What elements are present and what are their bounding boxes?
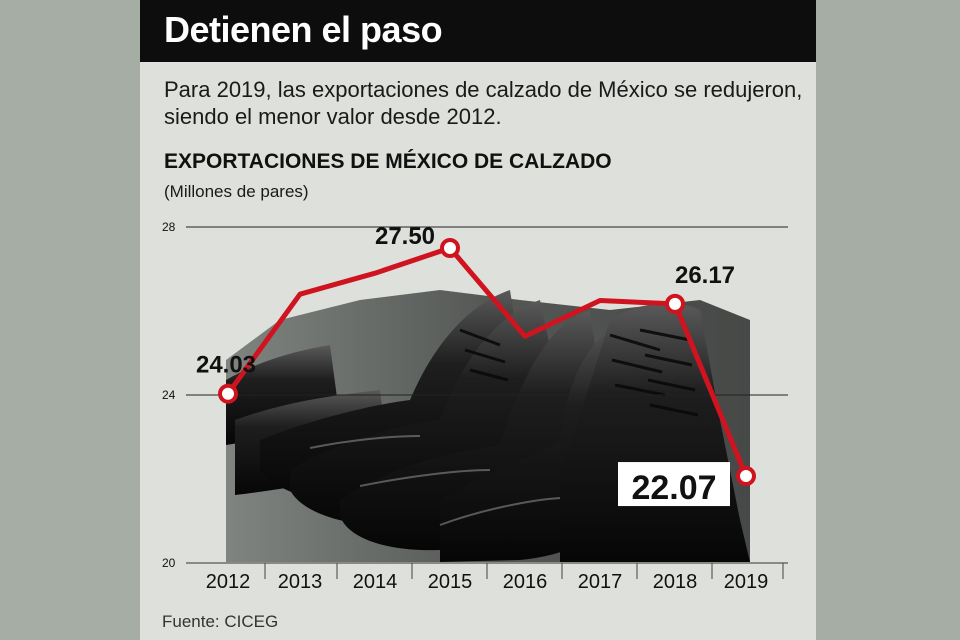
infographic-card: Detienen el paso Para 2019, las exportac…: [140, 0, 816, 640]
source-note: Fuente: CICEG: [162, 612, 279, 631]
data-point-2018: [665, 293, 685, 314]
y-tick-label: 28: [162, 220, 176, 234]
chart-grid: 20 24 28: [162, 220, 788, 570]
data-label-2018: 26.17: [675, 262, 735, 289]
data-label-box: [618, 462, 730, 507]
boots-photo: [226, 290, 750, 562]
y-tick-label: 20: [162, 556, 176, 570]
x-tick-label: 2018: [653, 571, 698, 593]
series-polyline: [225, 245, 749, 478]
y-tick-label: 24: [162, 388, 176, 402]
data-point-2019: [736, 466, 756, 487]
x-tick-label: 2016: [503, 571, 548, 593]
x-tick-label: 2012: [206, 571, 251, 593]
data-point-2012: [218, 383, 238, 404]
data-label-2015: 27.50: [375, 223, 435, 250]
title-bar: Detienen el paso: [140, 0, 816, 62]
data-labels: 24.03 27.50 26.17 22.07: [196, 223, 735, 507]
data-point-2015: [440, 238, 460, 258]
x-tick-label: 2019: [724, 571, 769, 593]
x-tick-label: 2017: [578, 571, 623, 593]
subtitle: Para 2019, las exportaciones de calzado …: [164, 77, 803, 129]
chart-title: EXPORTACIONES DE MÉXICO DE CALZADO: [164, 150, 612, 173]
series-line: [225, 245, 749, 478]
x-tick-label: 2014: [353, 571, 398, 593]
x-tick-label: 2013: [278, 571, 323, 593]
x-axis: 2012 2013 2014 2015 2016 2017 2018 2019: [186, 562, 788, 593]
x-tick-label: 2015: [428, 571, 473, 593]
unit-label: (Millones de pares): [164, 182, 309, 201]
data-points: [218, 238, 756, 487]
headline: Detienen el paso: [164, 9, 443, 50]
data-label-2019: 22.07: [631, 469, 716, 507]
data-label-2012: 24.03: [196, 352, 256, 379]
